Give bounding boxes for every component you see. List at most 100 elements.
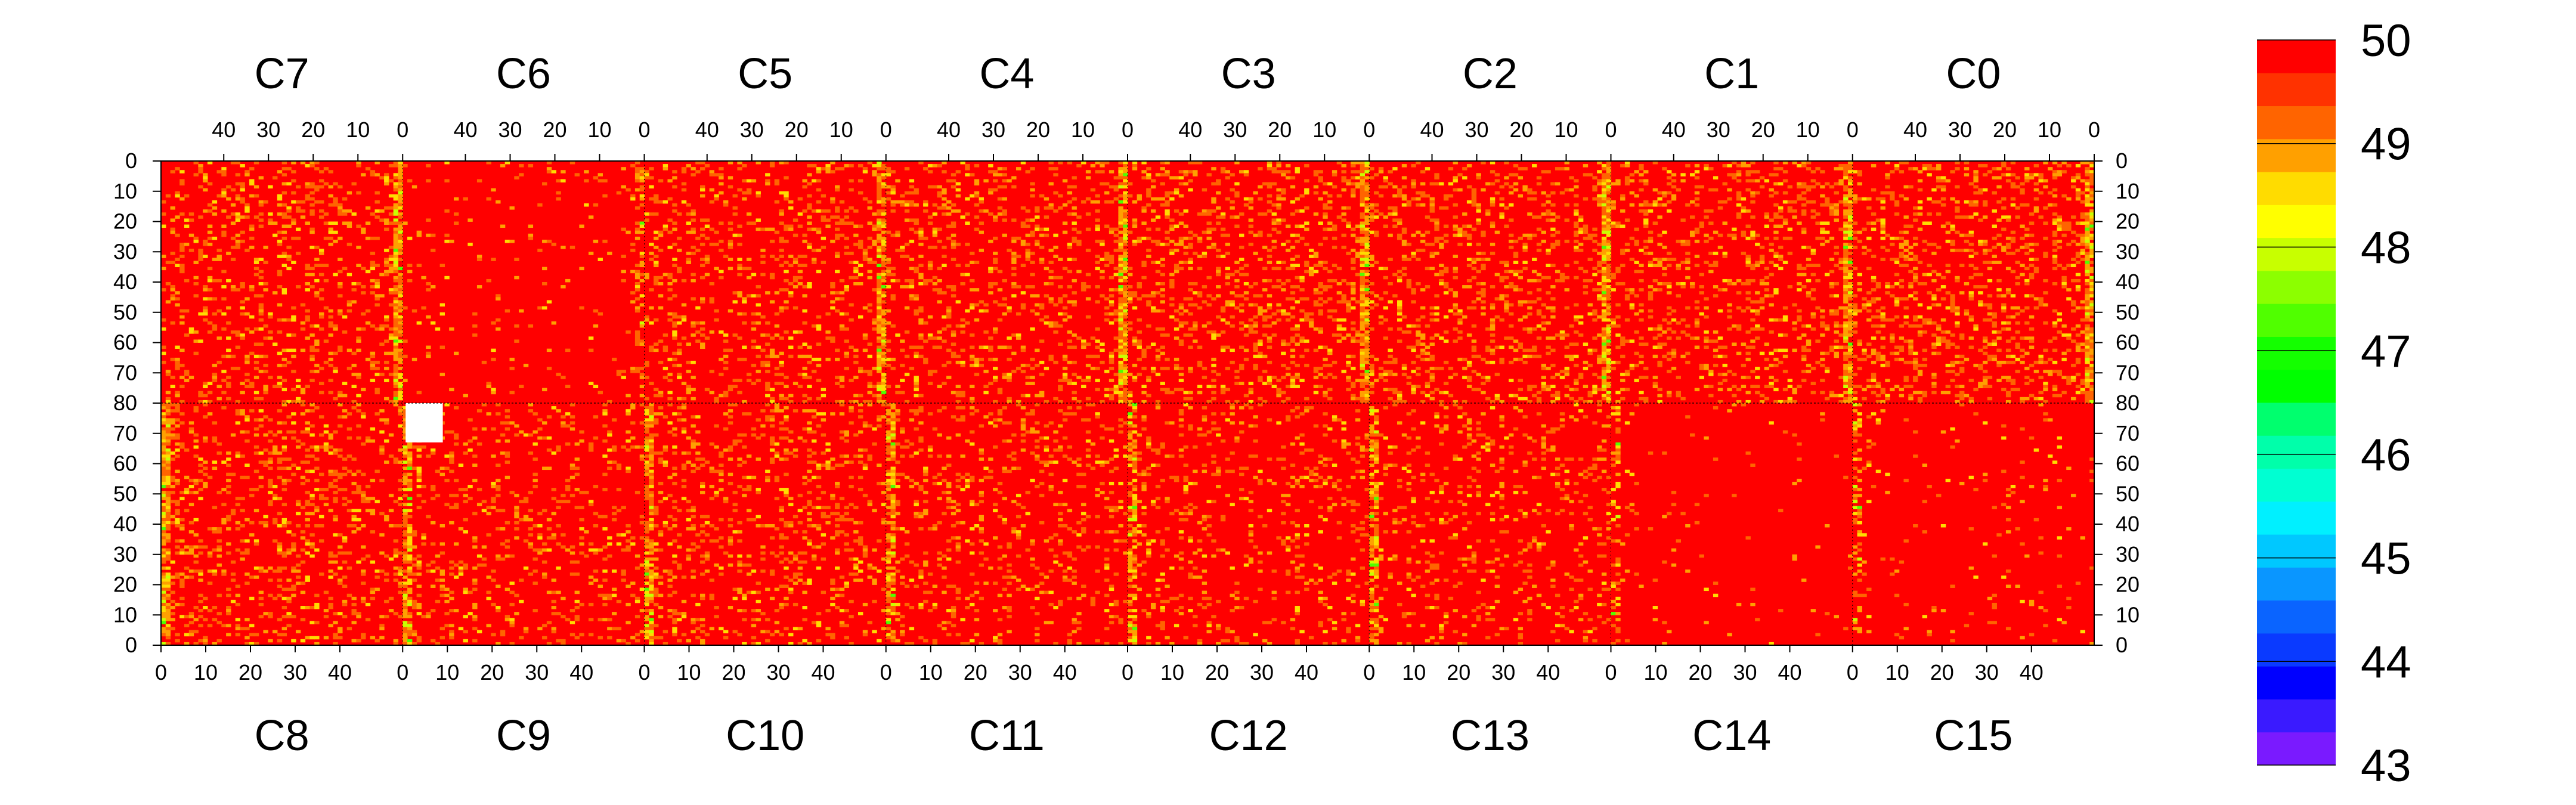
heatmap-cell <box>402 379 408 382</box>
heatmap-cell <box>370 291 376 295</box>
heatmap-cell <box>486 197 491 201</box>
heatmap-cell <box>1360 367 1366 370</box>
heatmap-cell <box>1123 275 1128 280</box>
heatmap-cell <box>1002 278 1007 283</box>
heatmap-cell <box>751 321 757 325</box>
heatmap-cell <box>393 370 399 373</box>
heatmap-cell <box>1360 342 1366 346</box>
heatmap-cell <box>1002 167 1007 171</box>
heatmap-cell <box>751 312 757 316</box>
heatmap-cell <box>1471 227 1477 231</box>
heatmap-cell <box>1258 351 1263 355</box>
heatmap-cell <box>179 267 185 271</box>
heatmap-cell <box>1466 364 1472 367</box>
heatmap-cell <box>393 303 399 306</box>
heatmap-cell <box>1067 185 1073 189</box>
heatmap-cell <box>453 212 459 216</box>
heatmap-cell <box>1369 385 1374 389</box>
heatmap-cell <box>1550 364 1556 367</box>
heatmap-cell <box>821 261 826 264</box>
heatmap-cell <box>328 203 333 207</box>
heatmap-cell <box>877 351 882 355</box>
heatmap-cell <box>686 252 692 255</box>
heatmap-cell <box>769 354 775 358</box>
heatmap-cell <box>691 297 696 301</box>
heatmap-cell <box>1100 170 1105 174</box>
heatmap-cell <box>1341 176 1346 179</box>
heatmap-cell <box>765 179 770 182</box>
heatmap-cell <box>756 303 761 306</box>
heatmap-cell <box>904 285 910 289</box>
heatmap-cell <box>927 315 933 319</box>
heatmap-cell <box>393 297 399 301</box>
heatmap-cell <box>742 345 747 349</box>
heatmap-cell <box>1216 270 1221 274</box>
heatmap-cell <box>1128 267 1133 271</box>
heatmap-cell <box>1509 379 1514 382</box>
heatmap-cell <box>677 364 682 367</box>
heatmap-cell <box>1123 364 1128 367</box>
heatmap-cell <box>1490 360 1496 364</box>
heatmap-cell <box>1262 246 1268 249</box>
heatmap-cell <box>1165 212 1170 216</box>
heatmap-cell <box>1416 230 1421 234</box>
heatmap-cell <box>821 294 826 298</box>
heatmap-cell <box>1178 267 1184 271</box>
heatmap-cell <box>857 394 863 398</box>
heatmap-cell <box>1620 264 1626 268</box>
heatmap-cell <box>1471 188 1477 192</box>
heatmap-cell <box>1318 303 1323 306</box>
heatmap-cell <box>955 391 961 395</box>
heatmap-cell <box>1048 300 1054 304</box>
heatmap-cell <box>1364 209 1370 213</box>
heatmap-cell <box>955 360 961 364</box>
heatmap-cell <box>877 370 882 373</box>
heatmap-cell <box>877 197 882 201</box>
heatmap-cell <box>398 215 403 219</box>
heatmap-cell <box>672 243 677 246</box>
heatmap-cell <box>1346 360 1351 364</box>
heatmap-cell <box>1360 321 1366 325</box>
heatmap-cell <box>779 309 784 313</box>
heatmap-cell <box>867 221 872 225</box>
heatmap-cell <box>1188 246 1193 249</box>
heatmap-cell <box>751 179 757 182</box>
heatmap-cell <box>258 212 264 216</box>
heatmap-cell <box>528 224 534 228</box>
heatmap-cell <box>537 306 543 310</box>
heatmap-cell <box>1578 230 1584 234</box>
heatmap-cell <box>784 197 789 201</box>
heatmap-cell <box>1062 367 1068 370</box>
heatmap-cell <box>654 275 659 280</box>
heatmap-cell <box>904 278 910 283</box>
heatmap-cell <box>904 200 910 204</box>
heatmap-cell <box>1639 179 1644 182</box>
heatmap-cell <box>704 164 710 168</box>
heatmap-cell <box>737 294 742 298</box>
heatmap-cell <box>1067 258 1073 261</box>
heatmap-cell <box>244 209 250 213</box>
heatmap-cell <box>398 318 403 322</box>
heatmap-cell <box>240 306 245 310</box>
heatmap-cell <box>955 182 961 185</box>
heatmap-cell <box>370 364 376 367</box>
heatmap-cell <box>1364 354 1370 358</box>
heatmap-cell <box>1429 243 1435 246</box>
heatmap-cell <box>1360 182 1366 185</box>
heatmap-cell <box>1360 275 1366 280</box>
heatmap-cell <box>881 312 887 316</box>
heatmap-cell <box>1076 336 1082 340</box>
heatmap-cell <box>1462 212 1467 216</box>
heatmap-cell <box>1490 348 1496 352</box>
heatmap-cell <box>286 348 292 352</box>
heatmap-cell <box>277 212 283 216</box>
heatmap-cell <box>542 239 547 243</box>
heatmap-cell <box>1123 176 1128 179</box>
heatmap-cell <box>1271 385 1277 389</box>
heatmap-cell <box>1597 182 1602 185</box>
heatmap-cell <box>1351 161 1356 165</box>
heatmap-cell <box>1606 294 1612 298</box>
heatmap-cell <box>291 388 296 392</box>
heatmap-cell <box>700 188 705 192</box>
heatmap-cell <box>909 345 915 349</box>
